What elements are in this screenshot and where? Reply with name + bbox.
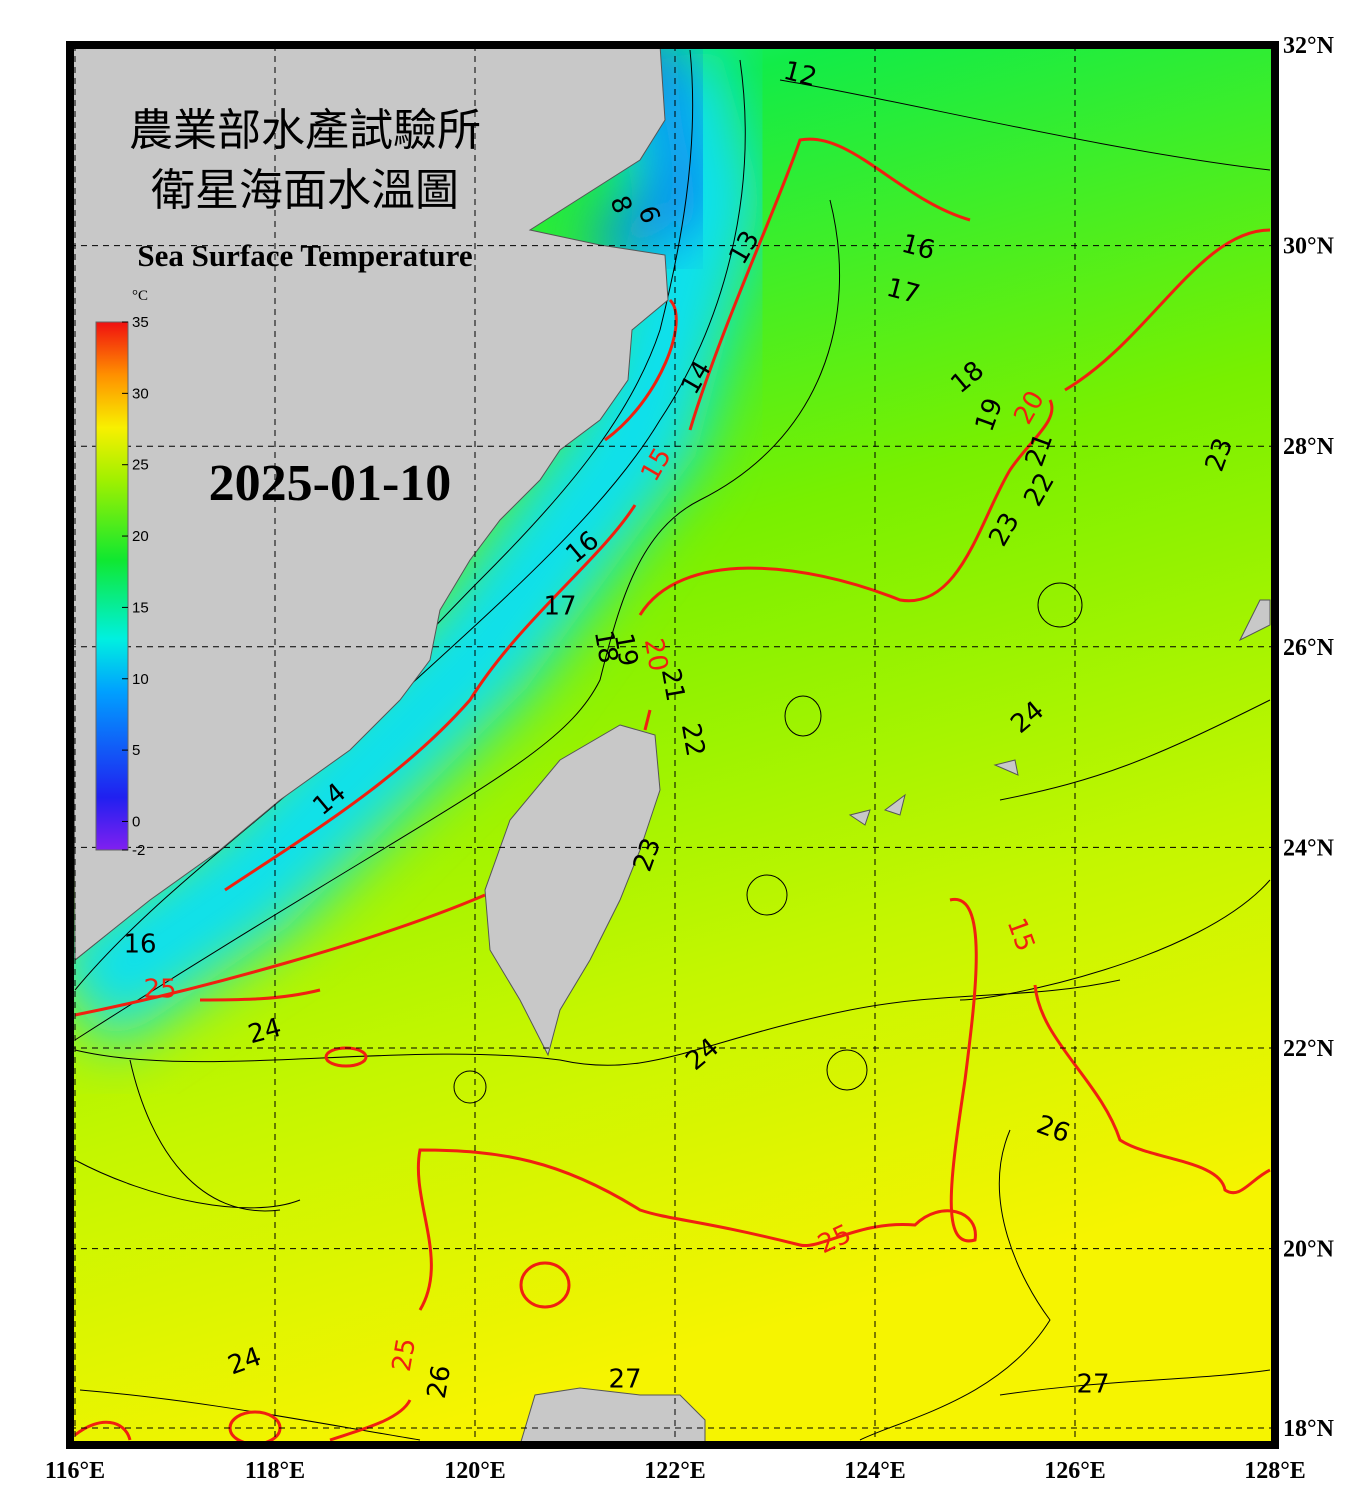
lat-label: 20°N: [1283, 1237, 1335, 1263]
title-zh-1: 農業部水產試驗所: [129, 105, 481, 156]
islands: [848, 599, 1271, 826]
luzon: [520, 1387, 706, 1441]
lat-label: 32°N: [1283, 33, 1335, 59]
isotherm-label: 22: [675, 721, 710, 759]
colorbar-unit: °C: [132, 288, 148, 304]
isotherm-label: 16: [123, 930, 156, 960]
title-en: Sea Surface Temperature: [137, 238, 472, 273]
isotherm-label: 17: [543, 592, 576, 622]
lon-label: 116°E: [45, 1458, 105, 1484]
colorbar: [95, 321, 129, 851]
lat-label: 18°N: [1283, 1416, 1335, 1442]
isotherm-label-major: 25: [387, 1336, 422, 1374]
lat-label: 22°N: [1283, 1036, 1335, 1062]
lat-label: 30°N: [1283, 234, 1335, 260]
isotherm-label: 27: [1076, 1370, 1109, 1400]
isotherms: [74, 49, 1271, 1441]
isotherm-label: 26: [422, 1363, 457, 1401]
colorbar-tick-label: 5: [132, 742, 140, 759]
colorbar-tick-label: 15: [132, 599, 149, 616]
lon-label: 124°E: [844, 1458, 906, 1484]
land: [74, 49, 1271, 1441]
lat-label: 28°N: [1283, 434, 1335, 460]
title-zh-2: 衛星海面水溫圖: [151, 165, 459, 216]
isotherm-label-major: 20: [638, 636, 673, 674]
lon-label: 118°E: [245, 1458, 305, 1484]
colorbar-tick-label: 30: [132, 385, 149, 402]
date: 2025-01-10: [209, 455, 452, 512]
colorbar-tick-label: 25: [132, 457, 149, 474]
colorbar-tick-label: 0: [132, 813, 140, 830]
map-frame: [66, 41, 1279, 1449]
colorbar-tick-label: 10: [132, 671, 149, 688]
colorbar-tick-label: -2: [132, 842, 145, 859]
lon-label: 122°E: [644, 1458, 706, 1484]
lat-label: 26°N: [1283, 635, 1335, 661]
lon-label: 120°E: [444, 1458, 506, 1484]
isotherm-label: 27: [608, 1365, 641, 1395]
taiwan: [484, 724, 661, 1057]
isotherm-label-major: 25: [143, 975, 176, 1005]
graticule: [74, 49, 1271, 1441]
lon-label: 128°E: [1244, 1458, 1306, 1484]
axis-labels: 116°E 118°E 120°E 122°E 124°E 126°E 128°E 32°N 3…: [45, 33, 1335, 1484]
colorbar-ticks: 35 30 25 20 15 10 5 0 -2: [122, 314, 149, 859]
colorbar-tick-label: 20: [132, 528, 149, 545]
isotherm-label: 21: [655, 666, 690, 704]
colorbar-tick-label: 35: [132, 314, 149, 331]
lat-label: 24°N: [1283, 835, 1335, 861]
isotherm-label: 18: [588, 628, 623, 666]
isotherm-label: 19: [608, 631, 643, 669]
lon-label: 126°E: [1044, 1458, 1106, 1484]
mainland-china: [74, 49, 669, 962]
